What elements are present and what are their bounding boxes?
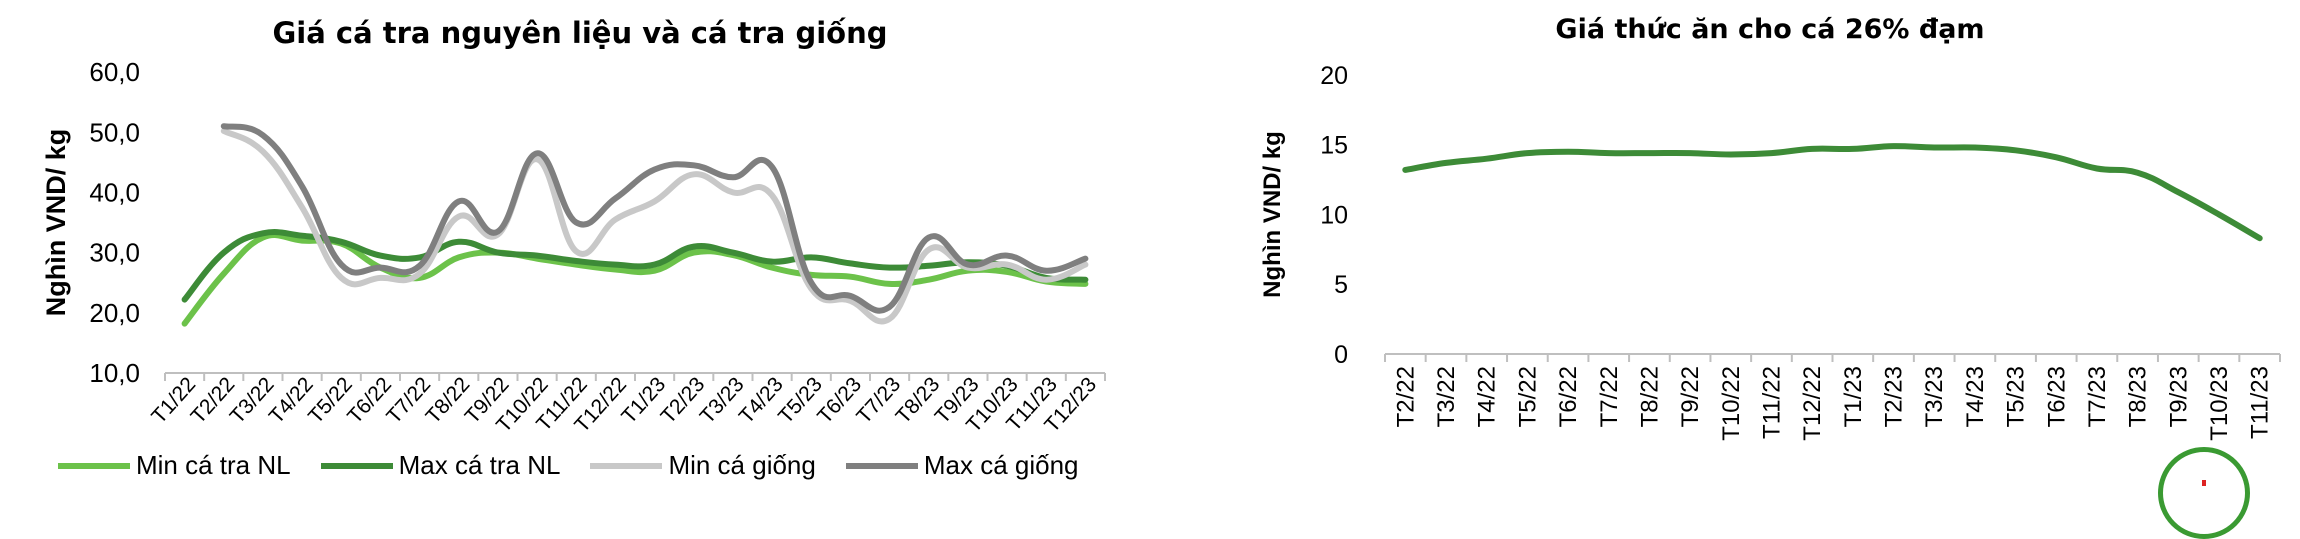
chart-panel-right: Giá thức ăn cho cá 26% đạm Nghìn VND/ kg… — [1200, 0, 2300, 486]
x-tick-label: T12/22 — [1799, 366, 1826, 441]
legend-item: Max cá giống — [845, 450, 1079, 481]
x-tick-label: T3/22 — [226, 373, 279, 428]
series-line-min-cá-giống — [220, 128, 1089, 325]
legend-swatch — [320, 462, 393, 469]
x-tick-label: T2/23 — [656, 373, 709, 428]
x-tick-label: T6/23 — [813, 373, 866, 428]
y-tick-label: 10 — [1320, 201, 1348, 229]
x-tick-label: T7/22 — [1596, 366, 1623, 427]
x-tick-label: T8/23 — [891, 373, 944, 428]
legend-label: Max cá giống — [923, 450, 1079, 480]
x-tick-label: T4/23 — [1962, 366, 1989, 427]
x-tick-label: T10/22 — [1718, 366, 1745, 441]
x-tick-label: T5/22 — [1514, 366, 1541, 427]
y-axis-label: Nghìn VND/ kg — [41, 129, 71, 317]
y-tick-label: 50,0 — [89, 117, 140, 147]
x-tick-label: T5/22 — [304, 373, 357, 428]
legend-label: Max cá tra NL — [398, 450, 561, 480]
y-axis-label: Nghìn VND/ kg — [1259, 131, 1286, 298]
x-tick-label: T2/22 — [1392, 366, 1419, 427]
x-tick-label: T6/23 — [2043, 366, 2070, 427]
legend-item: Max cá tra NL — [320, 450, 561, 481]
decorative-dot-icon — [2202, 480, 2206, 486]
chart-title-right: Giá thức ăn cho cá 26% đạm — [1555, 14, 1985, 45]
chart-title-left: Giá cá tra nguyên liệu và cá tra giống — [272, 16, 888, 50]
y-tick-label: 60,0 — [89, 57, 140, 87]
y-tick-label: 40,0 — [89, 178, 140, 208]
x-tick-label: T4/22 — [265, 373, 318, 428]
decorative-circle-icon — [2158, 447, 2250, 539]
x-tick-label: T3/22 — [1433, 366, 1460, 427]
x-tick-label: T10/23 — [2206, 366, 2233, 441]
x-tick-label: T5/23 — [774, 373, 827, 428]
x-tick-label: T11/22 — [1758, 366, 1785, 439]
legend-swatch — [590, 462, 663, 469]
x-tick-label: T2/22 — [186, 373, 239, 428]
x-tick-label: T3/23 — [696, 373, 749, 428]
x-tick-label: T1/22 — [147, 373, 200, 428]
x-tick-label: T8/22 — [421, 373, 474, 428]
legend-swatch — [845, 462, 918, 469]
x-tick-label: T4/23 — [735, 373, 788, 428]
x-tick-label: T7/22 — [382, 373, 435, 428]
chart-panel-left: Giá cá tra nguyên liệu và cá tra giống N… — [0, 0, 1130, 486]
y-tick-label: 15 — [1320, 132, 1348, 160]
legend-label: Min cá tra NL — [136, 450, 291, 480]
x-tick-label: T3/23 — [1921, 366, 1948, 427]
x-tick-label: T4/22 — [1474, 366, 1501, 427]
x-tick-label: T6/22 — [343, 373, 396, 428]
y-tick-label: 20,0 — [89, 298, 140, 328]
x-tick-label: T6/22 — [1555, 366, 1582, 427]
legend-label: Min cá giống — [668, 450, 816, 480]
chart-svg-right: Nghìn VND/ kg 0 5 10 15 20 T2/22 T3/22 T4/22 T5/2… — [1259, 62, 2281, 441]
y-tick-label: 10,0 — [89, 358, 140, 388]
x-tick-label: T11/23 — [2247, 366, 2274, 439]
y-tick-label: 5 — [1334, 271, 1348, 299]
legend: Min cá tra NL Max cá tra NL Min cá giống Ma… — [58, 450, 1109, 481]
y-tick-label: 20 — [1320, 62, 1348, 90]
x-tick-label: T7/23 — [852, 373, 905, 428]
series-line-max-cá-tra-nl — [181, 229, 1089, 303]
series-line-max-cá-giống — [220, 123, 1089, 314]
legend-item: Min cá giống — [590, 450, 816, 481]
x-tick-label: T9/22 — [1677, 366, 1704, 427]
y-tick-label: 0 — [1334, 341, 1348, 369]
x-tick-label: T1/23 — [617, 373, 670, 428]
x-tick-label: T8/22 — [1636, 366, 1663, 427]
x-tick-label: T7/23 — [2084, 366, 2111, 427]
y-tick-label: 30,0 — [89, 238, 140, 268]
x-tick-label: T8/23 — [2125, 366, 2152, 427]
legend-item: Min cá tra NL — [58, 450, 291, 481]
legend-swatch — [58, 462, 130, 469]
x-tick-label: T2/23 — [1881, 366, 1908, 427]
x-tick-label: T1/23 — [1840, 366, 1867, 427]
chart-svg-left: Nghìn VND/ kg 10,0 20,0 30,0 40,0 50,0 60,0 T1/… — [41, 57, 1106, 437]
x-tick-label: T5/23 — [2003, 366, 2030, 427]
series-line-feed-price — [1402, 143, 2263, 242]
x-tick-label: T9/23 — [2165, 366, 2192, 427]
